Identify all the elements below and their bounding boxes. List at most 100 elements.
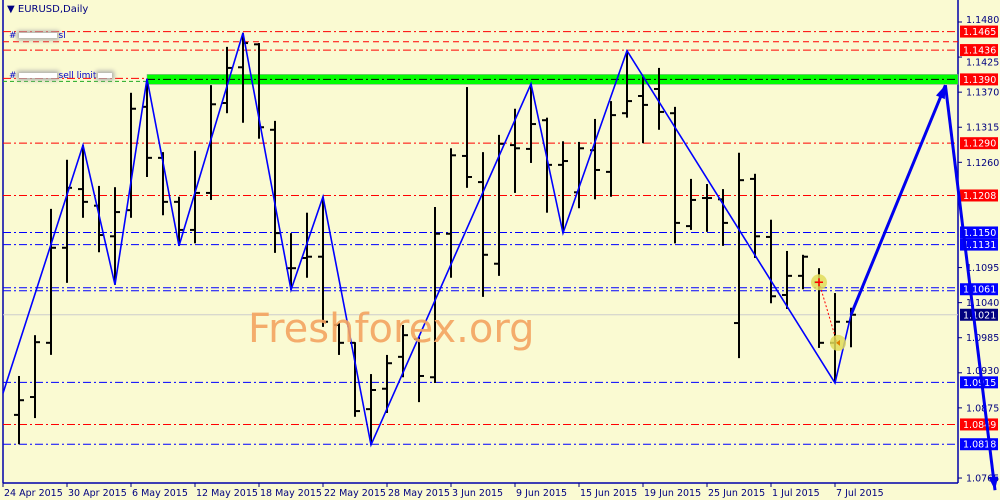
arrowhead-icon (988, 476, 999, 491)
x-tick-label: 28 May 2015 (388, 488, 450, 499)
ohlc-bar (766, 219, 776, 304)
ohlc-bar (382, 354, 392, 413)
symbol-timeframe: EURUSD,Daily (17, 4, 89, 15)
price-tag-label: 1.1021 (963, 310, 996, 321)
ohlc-bar (526, 83, 536, 163)
ohlc-bar (334, 323, 344, 355)
ohlc-bar (494, 134, 504, 276)
y-tick-label: 1.0930 (966, 366, 999, 377)
ohlc-bar (206, 85, 216, 200)
ohlc-bar (478, 152, 488, 297)
ohlc-bar (686, 178, 696, 230)
sl-prefix: # (9, 31, 17, 41)
sl-order-label[interactable]: # sl (9, 31, 66, 41)
ohlc-bar (622, 50, 632, 118)
ohlc-bar (46, 208, 56, 355)
x-tick-label: 24 Apr 2015 (4, 488, 63, 499)
watermark: Freshforex.org (248, 306, 535, 352)
price-tag-label: 1.1290 (963, 139, 996, 150)
ohlc-bar (78, 145, 88, 218)
y-tick-label: 1.1425 (966, 58, 999, 69)
sell-limit-order-label[interactable]: # sell limit (9, 71, 114, 81)
ohlc-bar (62, 159, 72, 283)
entry-cross-icon (815, 278, 823, 287)
triangle-down-icon[interactable]: ▼ (7, 4, 15, 15)
ohlc-bar (174, 196, 184, 246)
y-tick-label: 1.1480 (966, 15, 999, 26)
redacted-text (18, 33, 57, 38)
x-tick-label: 30 Apr 2015 (68, 488, 127, 499)
price-tag-label: 1.1131 (963, 240, 996, 251)
price-tag-bg (960, 376, 998, 389)
ohlc-bar (462, 87, 472, 188)
y-tick-label: 1.1040 (966, 298, 999, 309)
y-tick-label: 1.1260 (966, 158, 999, 169)
price-tag-label: 1.0849 (963, 420, 996, 431)
price-tag-label: 1.1465 (963, 27, 996, 38)
ohlc-bar (254, 43, 264, 139)
x-tick-label: 15 Jun 2015 (580, 488, 637, 499)
y-tick-label: 1.1370 (966, 88, 999, 99)
x-tick-label: 19 Jun 2015 (644, 488, 701, 499)
ohlc-bar (430, 206, 440, 383)
ohlc-bar (750, 173, 760, 258)
price-tag-bg (960, 226, 998, 239)
ohlc-bar (318, 196, 328, 327)
ohlc-bar (398, 324, 408, 378)
ohlc-bar (14, 375, 24, 445)
ohlc-bar (446, 148, 456, 278)
x-tick-label: 22 May 2015 (324, 488, 386, 499)
ohlc-bar (190, 150, 200, 244)
ohlc-bar (270, 120, 280, 253)
x-tick-label: 12 May 2015 (196, 488, 258, 499)
ohlc-bar (702, 184, 712, 232)
exit-triangle-icon (836, 339, 840, 346)
limit-suffix: sell limit (58, 71, 97, 81)
price-tag-bg (960, 44, 998, 57)
y-tick-label: 1.0985 (966, 333, 999, 344)
y-tick-label: 1.0875 (966, 403, 999, 414)
price-tag-label: 1.1390 (963, 75, 996, 86)
ohlc-bar (638, 76, 648, 144)
y-tick-label: 1.0765 (966, 474, 999, 485)
x-tick-label: 25 Jun 2015 (708, 488, 765, 499)
sl-suffix: sl (58, 31, 66, 41)
y-tick-label: 1.1095 (966, 263, 999, 274)
x-tick-label: 18 May 2015 (260, 488, 322, 499)
price-tag-bg (960, 25, 998, 38)
limit-prefix: # (9, 71, 17, 81)
x-tick-label: 9 Jun 2015 (516, 488, 567, 499)
price-tag-label: 1.1150 (963, 228, 996, 239)
ohlc-bar (510, 108, 520, 193)
price-tag-label: 1.1436 (963, 46, 996, 57)
trade-connector (818, 282, 838, 343)
forecast-arrow-line (943, 84, 997, 491)
forecast-arrow-line (849, 84, 947, 316)
x-tick-label: 3 Jun 2015 (452, 488, 503, 499)
price-tag-label: 1.0915 (963, 378, 996, 389)
price-tag-label: 1.1208 (963, 191, 996, 202)
arrowhead-icon (935, 85, 946, 100)
ohlc-bar (110, 187, 120, 285)
ohlc-bar (606, 101, 616, 197)
price-tag-bg (960, 73, 998, 86)
ohlc-bar (222, 46, 232, 114)
price-tag-bg (960, 137, 998, 150)
y-tick-label: 1.1315 (966, 123, 999, 134)
ohlc-bar (782, 250, 792, 310)
zigzag-line (2, 32, 852, 448)
ohlc-bar (734, 152, 744, 359)
ohlc-bar (670, 106, 680, 244)
redacted-text (18, 73, 57, 78)
ohlc-bar (558, 141, 568, 234)
price-tag-bg (960, 308, 998, 321)
price-tag-bg (960, 189, 998, 202)
ohlc-bar (798, 254, 808, 290)
ohlc-bar (30, 335, 40, 419)
chart-title: ▼ EURUSD,Daily (7, 4, 88, 15)
price-tag-label: 1.0818 (963, 440, 996, 451)
price-tag-label: 1.1061 (963, 285, 996, 296)
price-tag-bg (960, 238, 998, 251)
redacted-text (98, 73, 113, 78)
